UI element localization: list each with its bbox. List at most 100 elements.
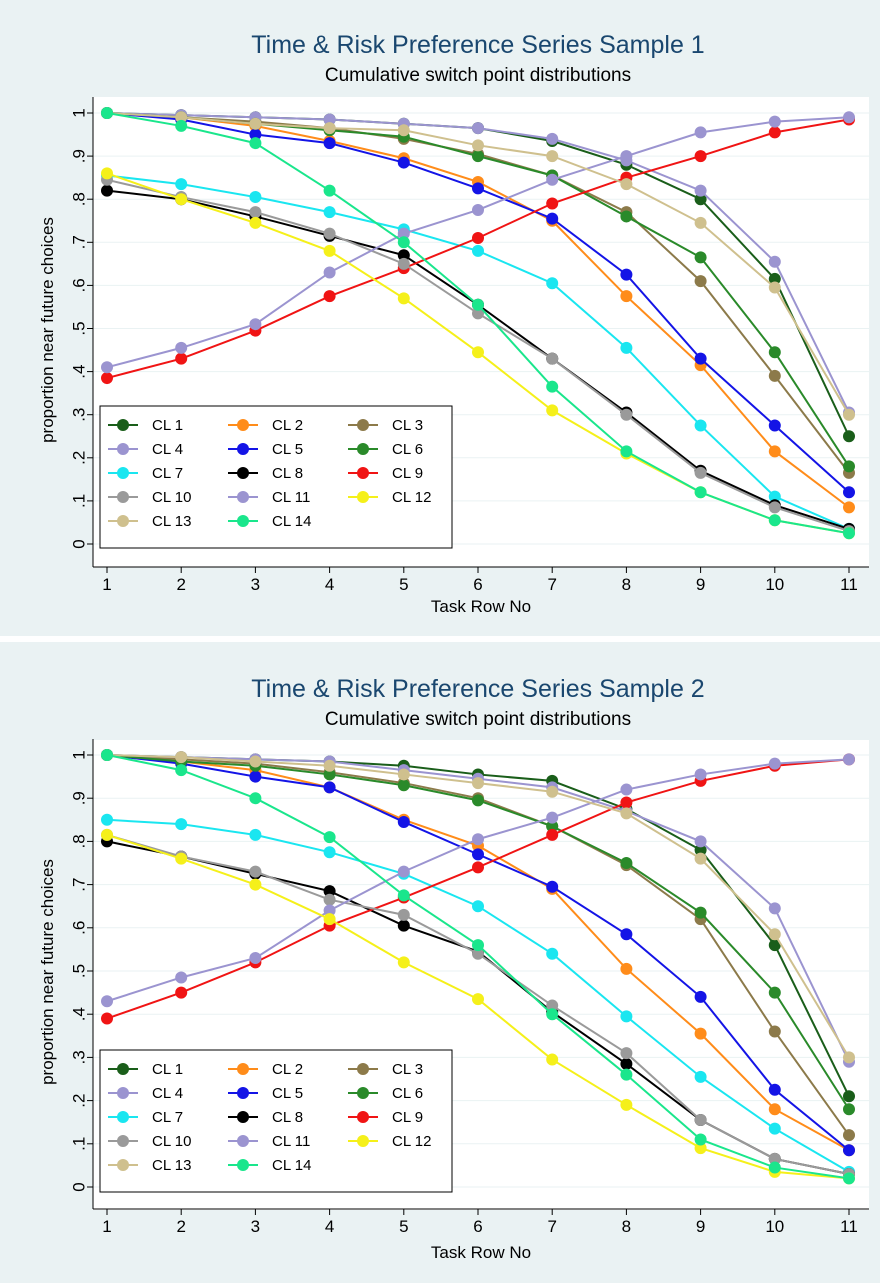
data-point [694, 990, 707, 1003]
data-point [323, 885, 336, 898]
legend-item: CL 11 [228, 1133, 310, 1150]
legend-item: CL 4 [108, 441, 183, 458]
legend-swatch-marker [237, 491, 249, 503]
data-point [323, 227, 336, 240]
legend-item: CL 8 [228, 1109, 303, 1126]
data-point [546, 880, 559, 893]
data-point [768, 501, 781, 514]
data-point [768, 272, 781, 285]
data-point [768, 1103, 781, 1116]
data-point [101, 813, 113, 826]
y-tick-label: .2 [69, 451, 88, 465]
data-point [472, 794, 484, 807]
data-point [101, 828, 113, 841]
legend-item: CL 9 [348, 1109, 423, 1126]
x-tick-label: 3 [251, 575, 260, 594]
legend-swatch-marker [357, 419, 369, 431]
y-axis-title: proportion near future choices [38, 217, 57, 443]
data-point [546, 404, 559, 417]
data-point [768, 1161, 781, 1174]
data-point [101, 995, 113, 1008]
y-tick-label: 1 [69, 750, 88, 759]
data-point [175, 852, 188, 865]
x-tick-label: 4 [325, 575, 334, 594]
y-tick-label: .6 [69, 278, 88, 292]
legend-label: CL 8 [272, 1109, 303, 1126]
data-point [768, 1025, 781, 1038]
y-tick-label: .8 [69, 834, 88, 848]
data-point [620, 796, 633, 809]
x-tick-labels: 1 2 3 4 5 6 7 8 9 10 11 [102, 575, 858, 594]
data-point [249, 117, 262, 130]
data-point [694, 1027, 707, 1040]
data-point [101, 749, 113, 761]
legend-label: CL 10 [152, 489, 191, 506]
y-tick-label: .4 [69, 365, 88, 379]
data-point [175, 178, 188, 191]
y-tick-label: 0 [69, 1182, 88, 1191]
series-cl-11 [101, 111, 855, 374]
data-point [694, 844, 707, 857]
data-point [397, 156, 410, 169]
legend-label: CL 11 [272, 489, 310, 506]
data-point [249, 191, 262, 204]
data-point [768, 939, 781, 952]
data-point [397, 249, 410, 262]
legend-swatch-marker [117, 419, 129, 431]
legend-swatch-marker [357, 1063, 369, 1075]
data-point [175, 119, 188, 132]
data-point [472, 939, 484, 952]
legend-item: CL 13 [108, 1157, 191, 1174]
data-point [323, 137, 336, 150]
axes [87, 739, 869, 1215]
data-point [472, 182, 484, 195]
data-point [694, 768, 707, 781]
data-point [768, 514, 781, 527]
data-point [249, 137, 262, 150]
data-point [323, 781, 336, 794]
data-point [546, 999, 559, 1012]
data-point [546, 1008, 559, 1021]
legend-label: CL 7 [152, 465, 183, 482]
data-point [323, 846, 336, 859]
legend-label: CL 6 [392, 441, 423, 458]
legend-swatch-marker [117, 467, 129, 479]
y-tick-label: .9 [69, 149, 88, 163]
data-point [768, 115, 781, 128]
legend-label: CL 3 [392, 1061, 423, 1078]
data-point [768, 490, 781, 503]
legend-box [99, 1049, 453, 1193]
data-point [546, 197, 559, 210]
legend-label: CL 12 [392, 1133, 431, 1150]
data-point [472, 833, 484, 846]
data-point [546, 828, 559, 841]
legend-label: CL 10 [152, 1133, 191, 1150]
x-tick-label: 9 [696, 1217, 705, 1236]
legend-label: CL 9 [392, 465, 423, 482]
data-point [249, 755, 262, 768]
legend-swatch-marker [117, 1111, 129, 1123]
data-point [323, 913, 336, 926]
chart-svg-sample-2: Time & Risk Preference Series Sample 2 C… [38, 675, 869, 1262]
data-point [620, 807, 633, 820]
data-point [249, 792, 262, 805]
legend: CL 1 CL 2 CL 3 CL 4 CL 5 CL 6 CL 7 CL 8 CL 9 CL 1… [99, 405, 453, 549]
data-point [620, 178, 633, 191]
data-point [175, 971, 188, 984]
legend-swatch-marker [237, 515, 249, 527]
data-point [546, 212, 559, 225]
x-tick-label: 1 [102, 575, 111, 594]
data-point [397, 908, 410, 921]
data-point [101, 107, 113, 119]
data-point [472, 244, 484, 257]
data-point [620, 341, 633, 354]
data-point [843, 1090, 855, 1103]
legend-swatch-marker [237, 419, 249, 431]
data-point [397, 768, 410, 781]
legend-item: CL 8 [228, 465, 303, 482]
y-tick-label: .9 [69, 791, 88, 805]
x-tick-label: 10 [765, 1217, 784, 1236]
data-point [843, 111, 855, 124]
x-tick-label: 1 [102, 1217, 111, 1236]
legend-item: CL 11 [228, 489, 310, 506]
